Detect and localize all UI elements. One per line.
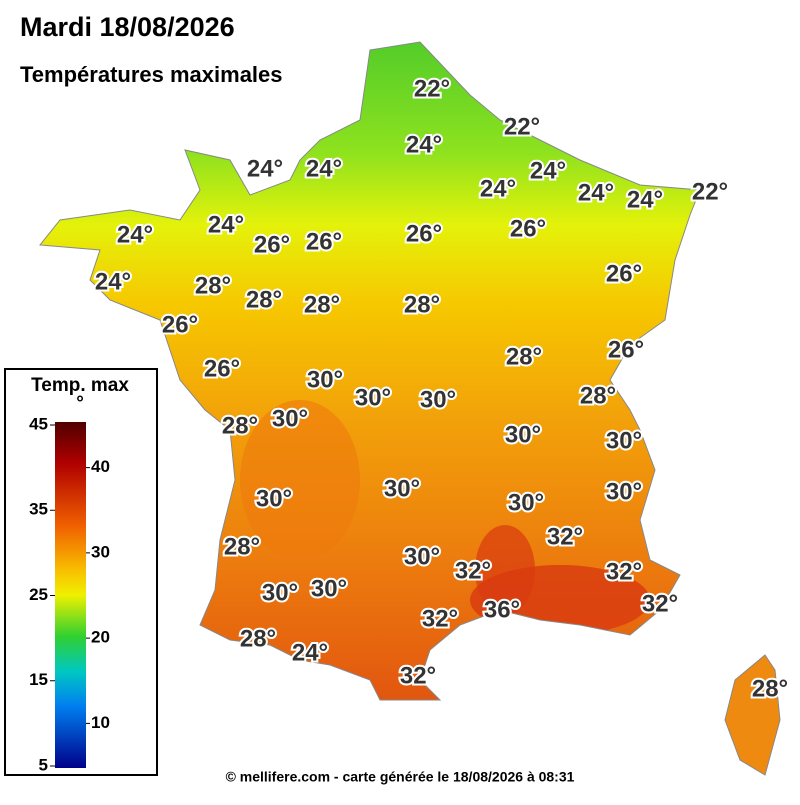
temperature-label: 36° [484, 596, 520, 623]
temperature-label: 26° [162, 311, 198, 338]
legend-tick-label: 45 [29, 414, 48, 433]
temperature-label: 28° [224, 533, 260, 560]
temperature-label: 32° [606, 558, 642, 585]
legend-title: Temp. max ° [31, 375, 129, 414]
temperature-label: 24° [627, 186, 663, 213]
border [39, 41, 701, 701]
corsica [724, 654, 781, 776]
temperature-label: 22° [414, 75, 450, 102]
temperature-label: 26° [306, 228, 342, 255]
temperature-label: 26° [606, 260, 642, 287]
temperature-label: 32° [455, 557, 491, 584]
legend-tick-label: 25 [29, 585, 48, 604]
temperature-label: 30° [606, 427, 642, 454]
temperature-label: 30° [508, 489, 544, 516]
temperature-label: 24° [306, 155, 342, 182]
legend-tick-label: 30 [91, 542, 110, 561]
temperature-label: 28° [246, 286, 282, 313]
temperature-label: 24° [530, 157, 566, 184]
temperature-label: 28° [222, 412, 258, 439]
temperature-label: 30° [505, 421, 541, 448]
temperature-label: 24° [247, 155, 283, 182]
temperature-label: 26° [510, 215, 546, 242]
temperature-label: 30° [272, 405, 308, 432]
temperature-label: 24° [208, 211, 244, 238]
temperature-label: 30° [307, 366, 343, 393]
legend-tick-label: 5 [39, 755, 48, 774]
temperature-label: 28° [195, 272, 231, 299]
temperature-label: 22° [504, 113, 540, 140]
temperature-label: 28° [404, 291, 440, 318]
temperature-label: 30° [404, 543, 440, 570]
temperature-label: 30° [384, 475, 420, 502]
legend-tick-label: 40 [91, 457, 110, 476]
temperature-label: 32° [422, 605, 458, 632]
temperature-label: 22° [692, 178, 728, 205]
temperature-label: 28° [580, 382, 616, 409]
legend-tick-label: 10 [91, 713, 110, 732]
temperature-label: 24° [578, 179, 614, 206]
temperature-label: 30° [606, 478, 642, 505]
legend-tick-label: 15 [29, 670, 48, 689]
temperature-label: 30° [420, 386, 456, 413]
color-bar [55, 422, 86, 768]
temperature-label: 28° [752, 675, 788, 702]
legend-tick-label: 20 [91, 628, 110, 647]
temperature-label: 24° [95, 268, 131, 295]
temperature-label: 24° [480, 175, 516, 202]
temperature-label: 28° [240, 625, 276, 652]
temperature-label: 24° [292, 639, 328, 666]
temperature-label: 26° [406, 220, 442, 247]
subtitle: Températures maximales [20, 62, 283, 87]
temperature-label: 30° [355, 384, 391, 411]
temperature-label: 24° [117, 221, 153, 248]
temperature-label: 26° [204, 355, 240, 382]
temperature-label: 32° [547, 523, 583, 550]
legend-tick-label: 35 [29, 500, 48, 519]
footer: © mellifere.com - carte générée le 18/08… [226, 769, 575, 785]
temperature-label: 30° [256, 485, 292, 512]
temperature-label: 26° [608, 336, 644, 363]
temperature-label: 32° [642, 590, 678, 617]
title: Mardi 18/08/2026 [20, 12, 235, 42]
temperature-label: 26° [254, 231, 290, 258]
temperature-label: 28° [506, 343, 542, 370]
temperature-label: 28° [304, 291, 340, 318]
temperature-label: 30° [311, 575, 347, 602]
temperature-label: 32° [400, 662, 436, 689]
temperature-label: 30° [262, 579, 298, 606]
temperature-label: 24° [406, 131, 442, 158]
